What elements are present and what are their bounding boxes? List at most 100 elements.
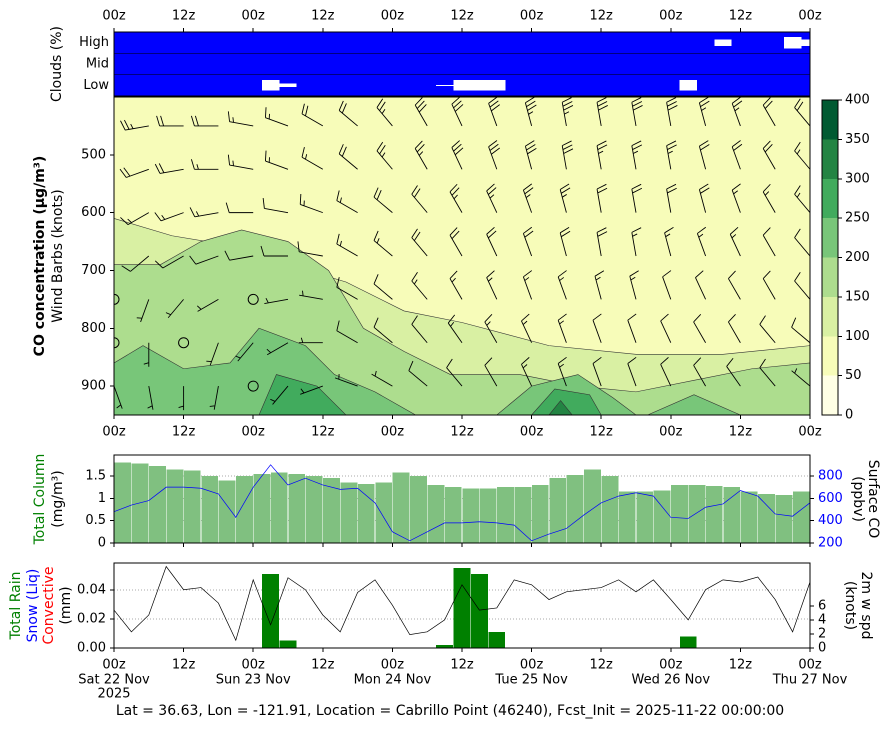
line xyxy=(113,464,811,542)
y-tick-label: 0.04 xyxy=(77,582,106,597)
cloud-cell xyxy=(279,32,297,54)
wind-barb xyxy=(666,183,677,213)
cloud-cell xyxy=(114,32,123,54)
colorbar-band xyxy=(822,296,838,337)
bar xyxy=(279,640,297,648)
x-tick-label: 00z xyxy=(659,425,683,440)
y-tick-label: 1 xyxy=(98,491,106,506)
wind-barb xyxy=(762,270,776,300)
wind-barb xyxy=(666,140,677,170)
y-tick-label: 2 xyxy=(818,626,826,641)
cloud-cell xyxy=(209,53,228,75)
cloud-cell xyxy=(209,32,228,54)
calm-marker xyxy=(114,293,120,305)
cloud-cell xyxy=(470,53,489,75)
cloud-cell xyxy=(192,53,210,75)
date-label: Mon 24 Nov xyxy=(354,673,432,688)
wind-barb xyxy=(227,111,254,127)
y-tick-label: 800 xyxy=(81,321,106,336)
cloud-cell xyxy=(383,53,402,75)
cloud-cell xyxy=(114,53,123,75)
wind-barb xyxy=(376,141,393,170)
panel-frame xyxy=(113,454,811,544)
bar xyxy=(471,574,488,648)
wind-barb xyxy=(521,357,533,387)
wind-barb xyxy=(449,183,463,213)
bar xyxy=(601,475,619,543)
bar xyxy=(531,484,549,543)
cloud-cell xyxy=(540,74,558,96)
wind-barb xyxy=(189,255,219,265)
wind-barb xyxy=(662,270,672,300)
wind-barb xyxy=(596,97,608,126)
wind-barb xyxy=(596,140,608,170)
wind-barb xyxy=(592,356,602,387)
bar xyxy=(436,645,453,648)
cloud-gap xyxy=(801,39,810,46)
bar xyxy=(183,470,201,543)
wind-barb xyxy=(729,226,741,257)
cloud-cell xyxy=(505,53,523,75)
wind-barb xyxy=(559,226,571,257)
y-tick-label: 500 xyxy=(81,147,106,162)
wind-barb xyxy=(522,270,533,300)
cloud-cell xyxy=(801,53,810,75)
wind-barb xyxy=(631,183,643,213)
axis-label: Snow (Liq) xyxy=(25,569,41,643)
wind-barb xyxy=(660,313,672,343)
x-tick-label: 12z xyxy=(450,9,474,24)
cloud-cell xyxy=(122,32,141,54)
wind-barb xyxy=(488,140,500,170)
bar xyxy=(453,568,471,648)
contour-region xyxy=(647,394,741,415)
colorbar-band xyxy=(822,100,838,140)
bar xyxy=(410,475,427,543)
wind-barb xyxy=(794,228,810,257)
contour-area xyxy=(114,97,810,415)
cloud-cell xyxy=(331,53,349,75)
axis-label: (mg/m³) xyxy=(50,470,66,527)
cloud-cell xyxy=(157,53,175,75)
wind-barb xyxy=(270,385,289,405)
x-tick-label: 12z xyxy=(172,9,196,24)
cloud-cell xyxy=(609,74,628,96)
wind-barb xyxy=(627,313,637,343)
cloud-gap xyxy=(279,83,297,87)
cloud-gap xyxy=(714,39,732,46)
y-tick-label: 0 xyxy=(98,536,106,551)
axis-label: (mm) xyxy=(58,586,74,624)
wind-barb xyxy=(266,342,289,356)
wind-barb xyxy=(696,226,707,257)
cloud-cell xyxy=(227,32,245,54)
wind-barb xyxy=(486,226,498,257)
colorbar-band xyxy=(822,218,838,258)
x-tick-label: 00z xyxy=(520,658,544,673)
wind-barb xyxy=(414,97,428,127)
cloud-cell xyxy=(331,74,349,96)
bar xyxy=(149,466,166,543)
bar xyxy=(166,469,184,543)
cloud-cell xyxy=(627,53,645,75)
axis-label: Wind Barbs (knots) xyxy=(50,189,66,322)
wind-barb xyxy=(629,270,639,300)
axis-label: (knots) xyxy=(842,581,858,630)
cloud-cell xyxy=(557,74,576,96)
x-tick-label: 12z xyxy=(729,9,753,24)
y-tick-label: 400 xyxy=(818,513,843,528)
wind-barb xyxy=(791,368,810,387)
wind-barb xyxy=(484,357,498,387)
cloud-cell xyxy=(192,74,210,96)
wind-barb xyxy=(120,119,149,131)
bar xyxy=(636,491,654,543)
bar xyxy=(679,636,697,648)
bar xyxy=(375,482,393,543)
cloud-cell xyxy=(470,32,489,54)
wind-barb xyxy=(336,233,358,257)
bar xyxy=(392,472,410,543)
y-tick-label: 600 xyxy=(81,205,106,220)
y-tick-label: 200 xyxy=(818,536,843,551)
cloud-cell xyxy=(592,74,610,96)
cloud-cell xyxy=(644,32,663,54)
date-label: Thu 27 Nov xyxy=(772,673,848,688)
x-tick-label: 12z xyxy=(311,425,335,440)
